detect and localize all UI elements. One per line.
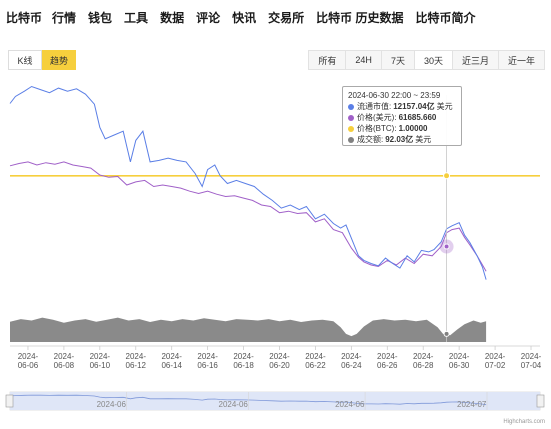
- chart-tooltip: 2024-06-30 22:00 ~ 23:59 流通市值: 12157.04亿…: [342, 86, 462, 146]
- nav-item-data[interactable]: 数据: [160, 10, 185, 25]
- hover-marker-btc: [443, 172, 451, 180]
- nav-item-bitcoin[interactable]: 比特币: [6, 10, 43, 25]
- tooltip-value: 12157.04亿: [393, 102, 435, 111]
- volume-area-series: [10, 317, 487, 342]
- x-tick-label: 2024-06-12: [126, 352, 147, 370]
- navigator-label: 2024-06: [97, 400, 127, 409]
- hover-marker-volume: [443, 330, 450, 337]
- tooltip-value: 92.03亿: [385, 135, 414, 144]
- x-tick-label: 2024-06-24: [341, 352, 362, 370]
- x-tick-label: 2024-06-30: [449, 352, 470, 370]
- x-tick-label: 2024-06-18: [233, 352, 254, 370]
- nav-item-intro[interactable]: 比特币简介: [415, 10, 476, 25]
- tooltip-row-market-cap: 流通市值: 12157.04亿 美元: [348, 101, 456, 112]
- market-cap-line-series: [9, 85, 487, 280]
- tooltip-value: 61685.660: [398, 113, 437, 122]
- navigator-series: [9, 394, 487, 406]
- x-tick-label: 2024-07-04: [521, 352, 542, 370]
- chart-mode-toggle: K线 趋势: [8, 50, 76, 70]
- kline-mode-button[interactable]: K线: [8, 50, 42, 70]
- tooltip-label: 价格(BTC):: [357, 124, 397, 133]
- x-tick-label: 2024-06-28: [413, 352, 434, 370]
- x-tick-label: 2024-07-02: [485, 352, 506, 370]
- navigator-handle-right[interactable]: [536, 394, 545, 408]
- nav-item-tools[interactable]: 工具: [124, 10, 149, 25]
- x-tick-label: 2024-06-10: [90, 352, 111, 370]
- range-1y-button[interactable]: 近一年: [498, 50, 545, 70]
- tooltip-row-price-usd: 价格(美元): 61685.660: [348, 112, 456, 123]
- x-tick-label: 2024-06-26: [377, 352, 398, 370]
- range-30d-button[interactable]: 30天: [414, 50, 453, 70]
- nav-item-news[interactable]: 快讯: [232, 10, 257, 25]
- trend-mode-button[interactable]: 趋势: [42, 50, 76, 70]
- nav-item-history[interactable]: 比特币 历史数据: [316, 10, 404, 25]
- navigator-label: 2024-07: [457, 400, 487, 409]
- top-navigation: 比特币 行情 钱包 工具 数据 评论 快讯 交易所 比特币 历史数据 比特币简介: [0, 0, 551, 34]
- tooltip-label: 流通市值:: [357, 102, 392, 111]
- range-7d-button[interactable]: 7天: [381, 50, 415, 70]
- navigator-labels: 2024-06 2024-06 2024-06 2024-07: [97, 392, 488, 410]
- tooltip-label: 成交额:: [357, 135, 384, 144]
- navigator-label: 2024-06: [219, 400, 249, 409]
- time-range-selector: 所有 24H 7天 30天 近三月 近一年: [308, 50, 545, 70]
- price-chart[interactable]: 2024-06-06 2024-06-08 2024-06-10 2024-06-12…: [0, 80, 551, 420]
- tooltip-row-volume: 成交额: 92.03亿 美元: [348, 134, 456, 145]
- range-24h-button[interactable]: 24H: [346, 50, 382, 70]
- hover-marker-price: [443, 243, 450, 250]
- volume-dot-icon: [348, 136, 354, 143]
- tooltip-unit: 美元: [436, 102, 453, 111]
- tooltip-value: 1.00000: [398, 124, 428, 133]
- x-axis: 2024-06-06 2024-06-08 2024-06-10 2024-06-12…: [10, 345, 542, 370]
- navigator-handle-left[interactable]: [5, 394, 14, 408]
- x-tick-label: 2024-06-08: [54, 352, 75, 370]
- nav-item-wallet[interactable]: 钱包: [88, 10, 113, 25]
- tooltip-unit: 美元: [415, 135, 432, 144]
- nav-item-market[interactable]: 行情: [52, 10, 77, 25]
- range-all-button[interactable]: 所有: [308, 50, 347, 70]
- range-3m-button[interactable]: 近三月: [452, 50, 499, 70]
- price-usd-line-series: [9, 161, 487, 272]
- tooltip-label: 价格(美元):: [357, 113, 397, 122]
- price-btc-dot-icon: [348, 125, 354, 132]
- x-tick-label: 2024-06-06: [18, 352, 39, 370]
- x-tick-label: 2024-06-22: [305, 352, 326, 370]
- price-usd-dot-icon: [348, 114, 354, 121]
- nav-item-exchanges[interactable]: 交易所: [268, 10, 305, 25]
- navigator-label: 2024-06: [335, 400, 365, 409]
- chart-controls: K线 趋势 所有 24H 7天 30天 近三月 近一年: [0, 50, 551, 70]
- chart-credit[interactable]: Highcharts.com: [503, 419, 545, 425]
- tooltip-row-price-btc: 价格(BTC): 1.00000: [348, 123, 456, 134]
- x-tick-label: 2024-06-16: [197, 352, 218, 370]
- x-tick-label: 2024-06-20: [269, 352, 290, 370]
- market-cap-dot-icon: [348, 103, 354, 110]
- nav-item-comments[interactable]: 评论: [196, 10, 221, 25]
- x-tick-label: 2024-06-14: [161, 352, 182, 370]
- navigator[interactable]: 2024-06 2024-06 2024-06 2024-07: [5, 391, 545, 411]
- tooltip-date: 2024-06-30 22:00 ~ 23:59: [348, 91, 441, 100]
